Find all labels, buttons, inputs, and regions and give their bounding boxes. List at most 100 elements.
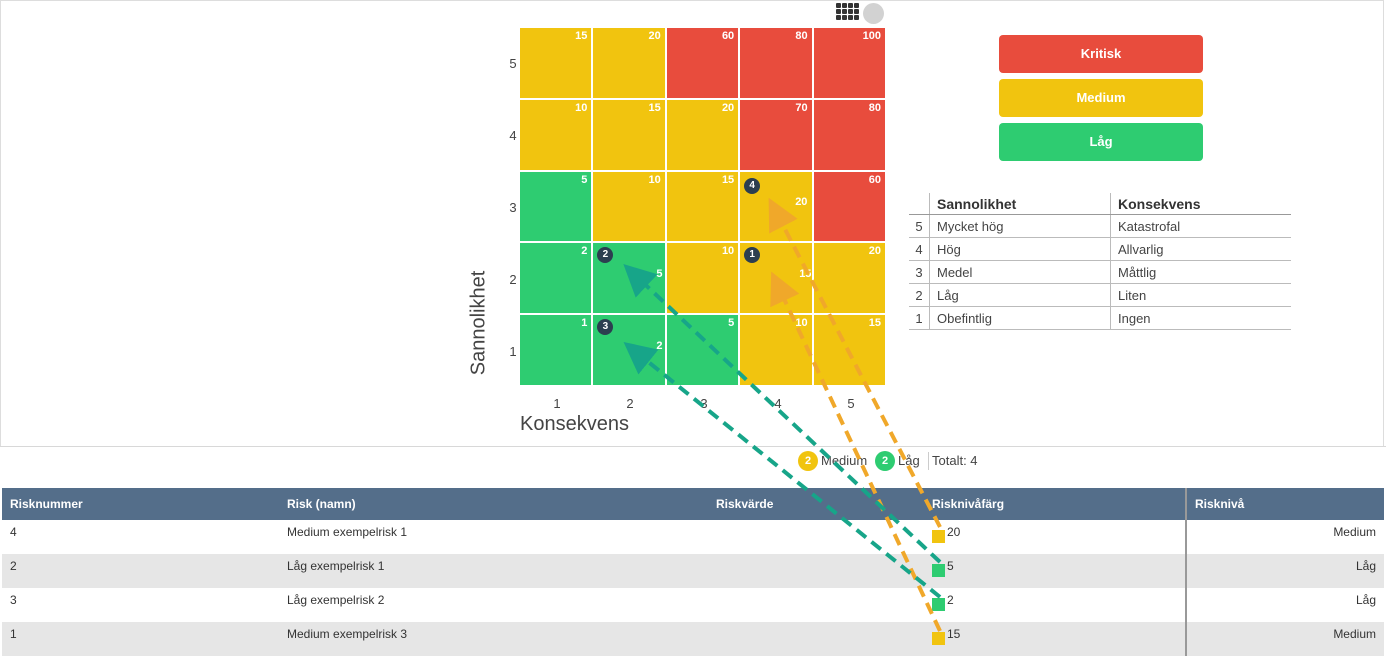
- matrix-cell[interactable]: 60: [666, 28, 741, 100]
- matrix-cell[interactable]: 80: [813, 99, 887, 172]
- marker-value: 20: [795, 195, 808, 208]
- x-axis-label: Konsekvens: [520, 413, 629, 435]
- cell-value: 15: [721, 173, 735, 186]
- matrix-cell[interactable]: 5: [520, 171, 594, 244]
- col-riskniva[interactable]: Risknivå: [1185, 488, 1384, 520]
- legend-medium: Medium: [999, 79, 1203, 117]
- matrix-cell[interactable]: 15: [666, 171, 741, 244]
- cell-value: 1: [581, 317, 588, 330]
- matrix-cell[interactable]: 20: [666, 99, 741, 172]
- apps-grid-icon[interactable]: [836, 3, 860, 23]
- matrix-cell[interactable]: 1: [520, 315, 594, 387]
- scale-table: Sannolikhet Konsekvens 5 Mycket hög Kata…: [909, 193, 1291, 330]
- matrix-panel: [0, 0, 1384, 446]
- risk-marker[interactable]: 4: [744, 177, 761, 194]
- scale-sannolikhet: Mycket hög: [929, 214, 1111, 238]
- matrix-cell[interactable]: 15: [520, 28, 594, 100]
- scale-header-row: Sannolikhet Konsekvens: [909, 193, 1291, 215]
- cell-risk-namn: Medium exempelrisk 1: [287, 525, 408, 539]
- matrix-cell[interactable]: 80: [740, 28, 814, 100]
- scale-n: 3: [909, 260, 930, 284]
- x-tick: 2: [626, 396, 634, 411]
- scale-n: 1: [909, 306, 930, 330]
- risk-table-header: Risknummer Risk (namn) Riskvärde Riskniv…: [2, 488, 1384, 520]
- matrix-cell[interactable]: 10: [666, 243, 741, 316]
- cell-risknivafarg: 2: [926, 588, 1186, 622]
- cell-value: 20: [868, 245, 881, 258]
- risk-marker[interactable]: 3: [597, 319, 614, 336]
- col-risknivafarg[interactable]: Risknivåfärg: [926, 488, 1186, 520]
- scale-header-sannolikhet: Sannolikhet: [929, 193, 1111, 215]
- cell-riskniva: Medium: [1185, 520, 1384, 554]
- matrix-cell[interactable]: 20: [813, 243, 887, 316]
- cell-risk-namn: Låg exempelrisk 2: [287, 593, 385, 607]
- col-riskvarde[interactable]: Riskvärde: [708, 488, 926, 520]
- matrix-cell[interactable]: 100: [813, 28, 887, 100]
- risk-marker[interactable]: 1: [744, 247, 761, 264]
- scale-n: 5: [909, 214, 930, 238]
- cell-value: 10: [648, 173, 661, 186]
- matrix-cell[interactable]: 10: [740, 315, 814, 387]
- cell-risknivafarg: 15: [926, 622, 1186, 656]
- cell-value: 20: [648, 30, 661, 42]
- scale-header-n: [909, 193, 930, 215]
- cell-risknummer: 2: [2, 554, 279, 588]
- matrix-cell[interactable]: 15: [593, 99, 667, 172]
- risk-marker[interactable]: 2: [597, 247, 614, 264]
- matrix-cell[interactable]: 60: [813, 171, 887, 244]
- cell-value: 15: [868, 317, 881, 330]
- cell-value: 60: [721, 30, 735, 42]
- cell-value: 10: [721, 245, 735, 258]
- table-row[interactable]: 1 Medium exempelrisk 3 15 Medium: [2, 622, 1384, 656]
- col-risk-namn[interactable]: Risk (namn): [279, 488, 708, 520]
- scale-konsekvens: Liten: [1110, 283, 1291, 307]
- risk-matrix: 15 20 60 80 100 10 15 20 70 80 5 10 15 60 2 10 20 1 5 10 15 4…: [520, 28, 887, 387]
- color-swatch: [932, 632, 945, 645]
- legend-kritisk: Kritisk: [999, 35, 1203, 73]
- cell-riskvarde: [708, 520, 926, 554]
- cell-value: 10: [575, 101, 588, 114]
- matrix-cell[interactable]: 2: [520, 243, 594, 316]
- matrix-cell[interactable]: 10: [593, 171, 667, 244]
- matrix-cell[interactable]: 70: [740, 99, 814, 172]
- risk-value: 15: [947, 627, 961, 641]
- cell-risk-namn: Medium exempelrisk 3: [279, 622, 708, 656]
- scale-row: 4 Hög Allvarlig: [909, 237, 1291, 261]
- cell-value: 80: [868, 101, 881, 114]
- medium-count-label: Medium: [821, 453, 868, 468]
- y-tick: 4: [509, 128, 517, 143]
- cell-risknivafarg: 5: [926, 554, 1186, 588]
- risk-value: 20: [947, 525, 961, 539]
- user-avatar-icon[interactable]: [863, 3, 884, 24]
- cell-value: 80: [795, 30, 808, 42]
- cell-risk-namn: Låg exempelrisk 1: [279, 554, 708, 588]
- scale-header-konsekvens: Konsekvens: [1110, 193, 1291, 215]
- matrix-cell[interactable]: 15: [813, 315, 887, 387]
- color-swatch: [932, 598, 945, 611]
- x-tick: 5: [847, 396, 855, 411]
- scale-row: 5 Mycket hög Katastrofal: [909, 214, 1291, 238]
- cell-risknummer: 1: [2, 622, 279, 656]
- matrix-cell[interactable]: 20: [593, 28, 667, 100]
- table-row[interactable]: 4 Medium exempelrisk 1 20 Medium: [2, 520, 1384, 554]
- risk-table: Risknummer Risk (namn) Riskvärde Riskniv…: [2, 488, 1384, 656]
- matrix-cell[interactable]: 10: [520, 99, 594, 172]
- col-risknummer[interactable]: Risknummer: [2, 488, 279, 520]
- marker-value: 15: [799, 268, 812, 281]
- y-axis-label: Sannolikhet: [467, 270, 490, 376]
- low-count-label: Låg: [898, 453, 920, 468]
- matrix-cell[interactable]: 5: [666, 315, 741, 387]
- table-row[interactable]: 2 Låg exempelrisk 1 5 Låg: [2, 554, 1384, 588]
- total-count: Totalt: 4: [932, 453, 978, 468]
- y-tick: 1: [509, 344, 517, 359]
- x-tick: 4: [774, 396, 782, 411]
- scale-row: 3 Medel Måttlig: [909, 260, 1291, 284]
- scale-sannolikhet: Obefintlig: [929, 306, 1111, 330]
- low-count-badge: 2: [875, 451, 895, 471]
- table-row[interactable]: 3 Låg exempelrisk 2 2 Låg: [2, 588, 1384, 622]
- scale-konsekvens: Allvarlig: [1110, 237, 1291, 261]
- risk-value: 2: [947, 593, 954, 607]
- y-tick: 5: [509, 56, 517, 71]
- y-tick: 3: [509, 200, 517, 215]
- summary-divider: [928, 452, 929, 470]
